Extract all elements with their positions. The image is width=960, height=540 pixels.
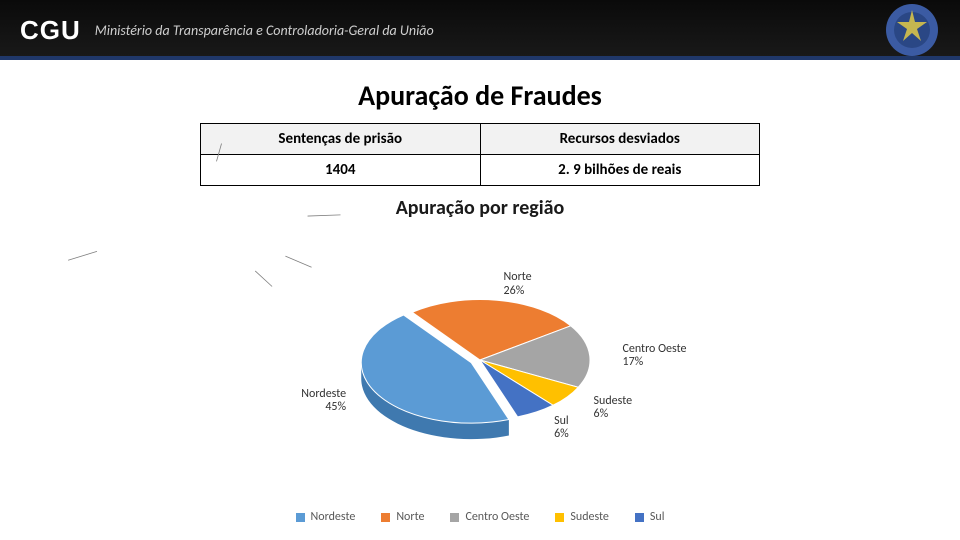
legend-swatch-icon <box>635 513 644 522</box>
pie-label-norte: Norte26% <box>504 271 532 297</box>
pie-label-nordeste: Nordeste45% <box>256 388 346 414</box>
legend-swatch-icon <box>555 513 564 522</box>
legend-item-centro-oeste: Centro Oeste <box>450 510 529 524</box>
header-underline <box>0 56 960 60</box>
legend-label: Norte <box>396 510 424 524</box>
page-title: Apuração de Fraudes <box>40 78 920 113</box>
legend-label: Centro Oeste <box>465 510 529 524</box>
summary-table: Sentenças de prisão Recursos desviados 1… <box>200 123 760 186</box>
legend-item-sul: Sul <box>635 510 665 524</box>
legend-item-sudeste: Sudeste <box>555 510 609 524</box>
cell-recursos-value: 2. 9 bilhões de reais <box>480 155 760 186</box>
legend-swatch-icon <box>450 513 459 522</box>
brazil-seal-icon <box>882 0 942 60</box>
legend-item-norte: Norte <box>381 510 424 524</box>
col-header-sentencas: Sentenças de prisão <box>201 124 481 155</box>
pie-label-sudeste: Sudeste6% <box>594 395 633 421</box>
content-area: Apuração de Fraudes Sentenças de prisão … <box>0 60 960 524</box>
pie-chart: Nordeste45% Norte26% Centro Oeste17% Sudest… <box>200 224 760 504</box>
col-header-recursos: Recursos desviados <box>480 124 760 155</box>
legend-swatch-icon <box>296 513 305 522</box>
cgu-logo-text: CGU <box>20 15 81 46</box>
chart-legend: Nordeste Norte Centro Oeste Sudeste Sul <box>40 510 920 524</box>
legend-label: Nordeste <box>311 510 356 524</box>
legend-item-nordeste: Nordeste <box>296 510 356 524</box>
app-header: CGU Ministério da Transparência e Contro… <box>0 0 960 60</box>
pie-label-sul: Sul6% <box>554 415 569 441</box>
pie-label-centro-oeste: Centro Oeste17% <box>622 343 686 369</box>
table-header-row: Sentenças de prisão Recursos desviados <box>201 124 760 155</box>
cell-sentencas-value: 1404 <box>201 155 481 186</box>
chart-title: Apuração por região <box>40 196 920 220</box>
ministry-name: Ministério da Transparência e Controlado… <box>95 22 434 39</box>
legend-swatch-icon <box>381 513 390 522</box>
table-row: 1404 2. 9 bilhões de reais <box>201 155 760 186</box>
legend-label: Sul <box>650 510 665 524</box>
legend-label: Sudeste <box>570 510 609 524</box>
